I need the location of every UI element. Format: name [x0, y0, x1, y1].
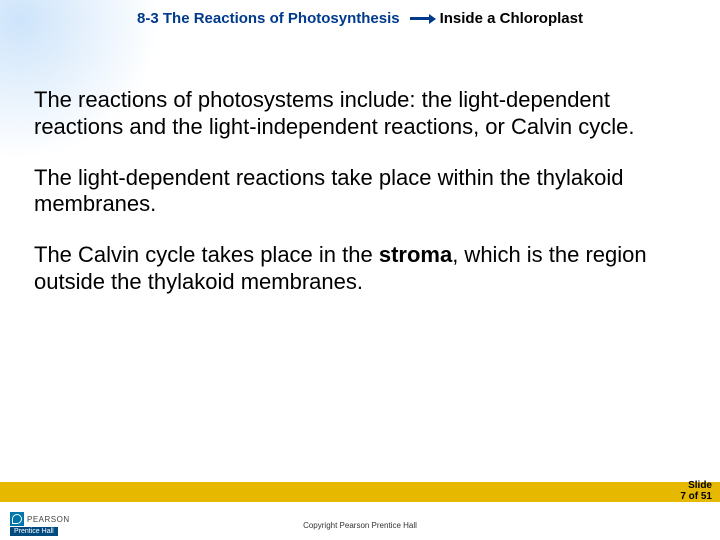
slide-label: Slide — [680, 481, 712, 492]
paragraph-1-text: The reactions of photosystems include: t… — [34, 87, 634, 139]
paragraph-3-bold: stroma — [379, 242, 452, 267]
paragraph-3: The Calvin cycle takes place in the stro… — [34, 242, 686, 296]
arrow-icon — [410, 17, 430, 20]
paragraph-3-text-a: The Calvin cycle takes place in the — [34, 242, 379, 267]
publisher-logo: PEARSON Prentice Hall — [10, 512, 70, 536]
prentice-top: Prentice — [14, 528, 40, 535]
footer-bar — [0, 482, 720, 502]
pearson-text: PEARSON — [27, 515, 70, 524]
pearson-icon — [10, 512, 24, 526]
copyright-text: Copyright Pearson Prentice Hall — [0, 521, 720, 530]
paragraph-2: The light-dependent reactions take place… — [34, 165, 686, 219]
pearson-logo: PEARSON — [10, 512, 70, 526]
prentice-hall-logo: Prentice Hall — [10, 527, 58, 536]
slide-header: 8-3 The Reactions of Photosynthesis Insi… — [0, 0, 720, 27]
paragraph-2-text: The light-dependent reactions take place… — [34, 165, 623, 217]
slide-number: Slide 7 of 51 — [680, 481, 712, 502]
paragraph-1: The reactions of photosystems include: t… — [34, 87, 686, 141]
header-section-title: 8-3 The Reactions of Photosynthesis — [137, 10, 400, 27]
header-topic-title: Inside a Chloroplast — [440, 10, 583, 27]
slide-body: The reactions of photosystems include: t… — [0, 27, 720, 296]
prentice-bot: Hall — [42, 528, 54, 535]
slide-count: 7 of 51 — [680, 492, 712, 503]
